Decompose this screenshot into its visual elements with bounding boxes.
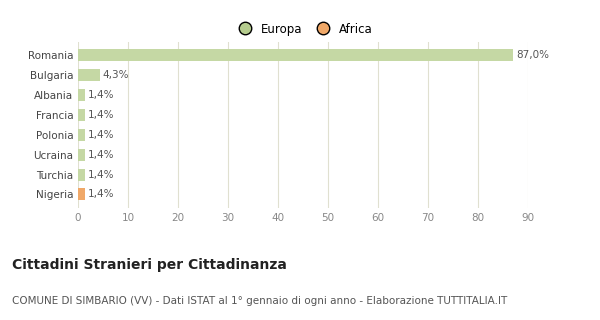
Bar bbox=[78, 188, 85, 200]
Legend: Europa, Africa: Europa, Africa bbox=[233, 22, 373, 36]
Text: 1,4%: 1,4% bbox=[88, 189, 115, 199]
Text: COMUNE DI SIMBARIO (VV) - Dati ISTAT al 1° gennaio di ogni anno - Elaborazione T: COMUNE DI SIMBARIO (VV) - Dati ISTAT al … bbox=[12, 296, 507, 306]
Text: 1,4%: 1,4% bbox=[88, 130, 115, 140]
Text: Cittadini Stranieri per Cittadinanza: Cittadini Stranieri per Cittadinanza bbox=[12, 258, 287, 272]
Text: 87,0%: 87,0% bbox=[516, 50, 549, 60]
Text: 1,4%: 1,4% bbox=[88, 110, 115, 120]
Bar bbox=[78, 149, 85, 161]
Text: 1,4%: 1,4% bbox=[88, 170, 115, 180]
Bar bbox=[78, 89, 85, 101]
Bar bbox=[78, 69, 100, 81]
Bar bbox=[78, 129, 85, 141]
Text: 1,4%: 1,4% bbox=[88, 150, 115, 160]
Bar bbox=[78, 49, 513, 61]
Bar bbox=[78, 169, 85, 180]
Bar bbox=[78, 109, 85, 121]
Text: 1,4%: 1,4% bbox=[88, 90, 115, 100]
Text: 4,3%: 4,3% bbox=[103, 70, 129, 80]
